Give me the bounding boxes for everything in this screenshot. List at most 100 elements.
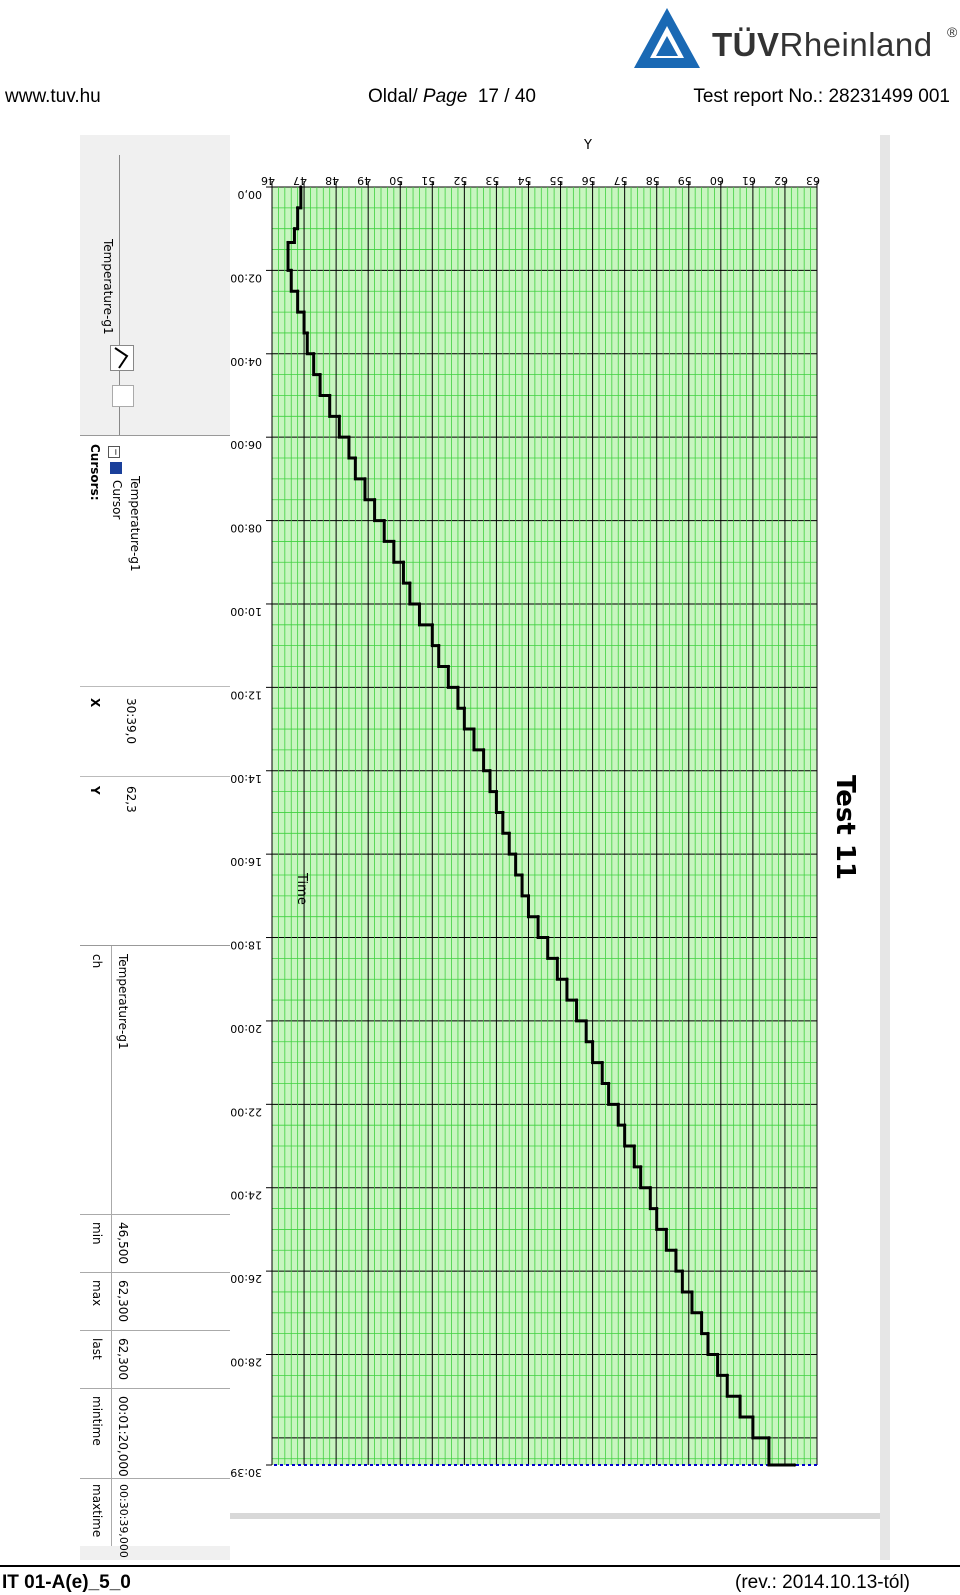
legend-series-label: Temperature-g1 (101, 239, 115, 335)
y-tick-label: 49 (357, 174, 371, 187)
footer-doc-id: IT 01-A(e)_5_0 (2, 1572, 131, 1593)
y-tick-label: 54 (517, 174, 531, 187)
data-point (299, 185, 303, 189)
legend-panel: Temperature-g1 Cursors: − Cursor Tempera… (80, 135, 230, 1560)
data-point (481, 748, 486, 752)
data-point (289, 268, 293, 272)
data-point (392, 539, 396, 544)
y-tick-label: 53 (485, 174, 499, 187)
stats-header-min: min (90, 1222, 104, 1245)
chart-screenshot: 00,0 02:00,0 04:00,0 06:00,0 08:00,0 10:00,0 1… (80, 135, 890, 1560)
x-tick-label: 12:00,0 (230, 688, 262, 701)
chart-window: 00,0 02:00,0 04:00,0 06:00,0 08:00,0 10:00,0 1… (80, 135, 890, 1560)
x-ticks: 00,0 02:00,0 04:00,0 06:00,0 08:00,0 10:00,0 1… (230, 186, 272, 1479)
data-point (417, 602, 422, 606)
cursor-y-value: 62,3 (124, 786, 138, 813)
data-point (456, 685, 460, 689)
temperature-chart: 00,0 02:00,0 04:00,0 06:00,0 08:00,0 10:00,0 1… (230, 135, 890, 1560)
stats-header-mintime: mintime (90, 1396, 104, 1446)
test-title: Test 11 (830, 775, 860, 881)
data-point (792, 1463, 797, 1467)
data-point (536, 915, 540, 919)
data-point (600, 1061, 604, 1065)
tree-cursor[interactable]: Cursor (110, 480, 124, 520)
data-point (607, 1081, 611, 1086)
x-tick-label: 04:00,0 (230, 355, 262, 368)
data-point (292, 227, 297, 231)
stats-table: ch Temperature-g1 min 46,500 max 62,300 … (80, 945, 230, 1558)
data-point (507, 831, 511, 835)
stats-max: 62,300 (116, 1280, 130, 1322)
x-tick-label: 28:00,0 (230, 1356, 262, 1369)
data-point (382, 518, 386, 523)
data-point (462, 706, 466, 710)
data-point (555, 956, 559, 960)
data-point (318, 373, 322, 377)
data-point (738, 1394, 742, 1398)
y-ticks: 46 47 48 49 50 51 52 53 54 55 56 57 58 59 60 61 62 63 (261, 174, 820, 187)
cursors-title: Cursors: (88, 444, 102, 501)
data-point (353, 456, 357, 460)
x-tick-label: 14:00,0 (230, 772, 262, 785)
data-point (706, 1332, 710, 1336)
data-point (565, 977, 569, 981)
col-x: X (88, 698, 102, 708)
y-tick-label: 60 (710, 174, 724, 187)
logo-text: TÜVRheinland (712, 26, 933, 63)
x-tick-label: 20:00,0 (230, 1022, 262, 1035)
col-y: Y (88, 786, 102, 795)
y-tick-label: 59 (678, 174, 692, 187)
x-tick-label: 08:00,0 (230, 522, 262, 535)
data-point (286, 247, 290, 252)
tuv-logo: TÜVRheinland ® (632, 6, 960, 72)
tuv-triangle-icon (634, 8, 700, 68)
y-tick-label: 47 (293, 174, 307, 187)
y-tick-label: 51 (421, 174, 435, 187)
stats-header-last: last (90, 1338, 104, 1360)
data-point (674, 1248, 678, 1252)
data-point (408, 581, 412, 585)
page-number: 17 / 40 (477, 86, 536, 107)
y-tick-label: 46 (261, 174, 275, 187)
logo-registered: ® (947, 24, 958, 40)
stats-maxtime: 00:30:39,000 (117, 1484, 130, 1558)
y-tick-label: 48 (325, 174, 339, 187)
y-tick-label: 52 (453, 174, 467, 187)
data-point (372, 498, 377, 502)
series-temperature-g1 (286, 185, 797, 1467)
data-point (437, 644, 441, 648)
data-point (488, 769, 492, 773)
x-tick-label: 24:00,0 (230, 1189, 262, 1202)
data-point (632, 1144, 636, 1148)
data-point (526, 894, 531, 898)
tree-temperature[interactable]: Temperature-g1 (128, 476, 142, 572)
legend-line-swatch[interactable] (110, 345, 134, 371)
stats-last: 62,300 (116, 1338, 130, 1380)
y-tick-label: 63 (806, 174, 820, 187)
y-tick-label: 58 (646, 174, 660, 187)
x-axis-label: Time (294, 872, 309, 905)
data-point (699, 1311, 704, 1315)
data-point (312, 352, 316, 356)
y-tick-label: 50 (389, 174, 403, 187)
x-tick-label: 30:39,0 (230, 1466, 262, 1479)
x-tick-label: 10:00,0 (230, 605, 262, 618)
stats-min: 46,500 (116, 1222, 130, 1264)
data-point (546, 935, 550, 940)
cursors-panel: Cursors: − Cursor Temperature-g1 X 30:39… (80, 435, 230, 946)
data-point (520, 873, 524, 877)
tree-collapse-icon[interactable]: − (108, 446, 120, 458)
report-number: Test report No.: 28231499 001 (693, 86, 950, 107)
data-point (347, 435, 351, 439)
data-point (337, 414, 341, 418)
data-point (501, 810, 505, 815)
plot-area (272, 187, 817, 1465)
cursor-x-value: 30:39,0 (124, 698, 138, 745)
data-point (514, 852, 518, 856)
legend-options-button[interactable] (112, 385, 134, 407)
y-tick-label: 55 (550, 174, 564, 187)
data-point (286, 240, 290, 245)
x-tick-label: 06:00,0 (230, 438, 262, 451)
stats-mintime: 00:01:20,000 (116, 1396, 130, 1477)
data-point (751, 1415, 755, 1419)
